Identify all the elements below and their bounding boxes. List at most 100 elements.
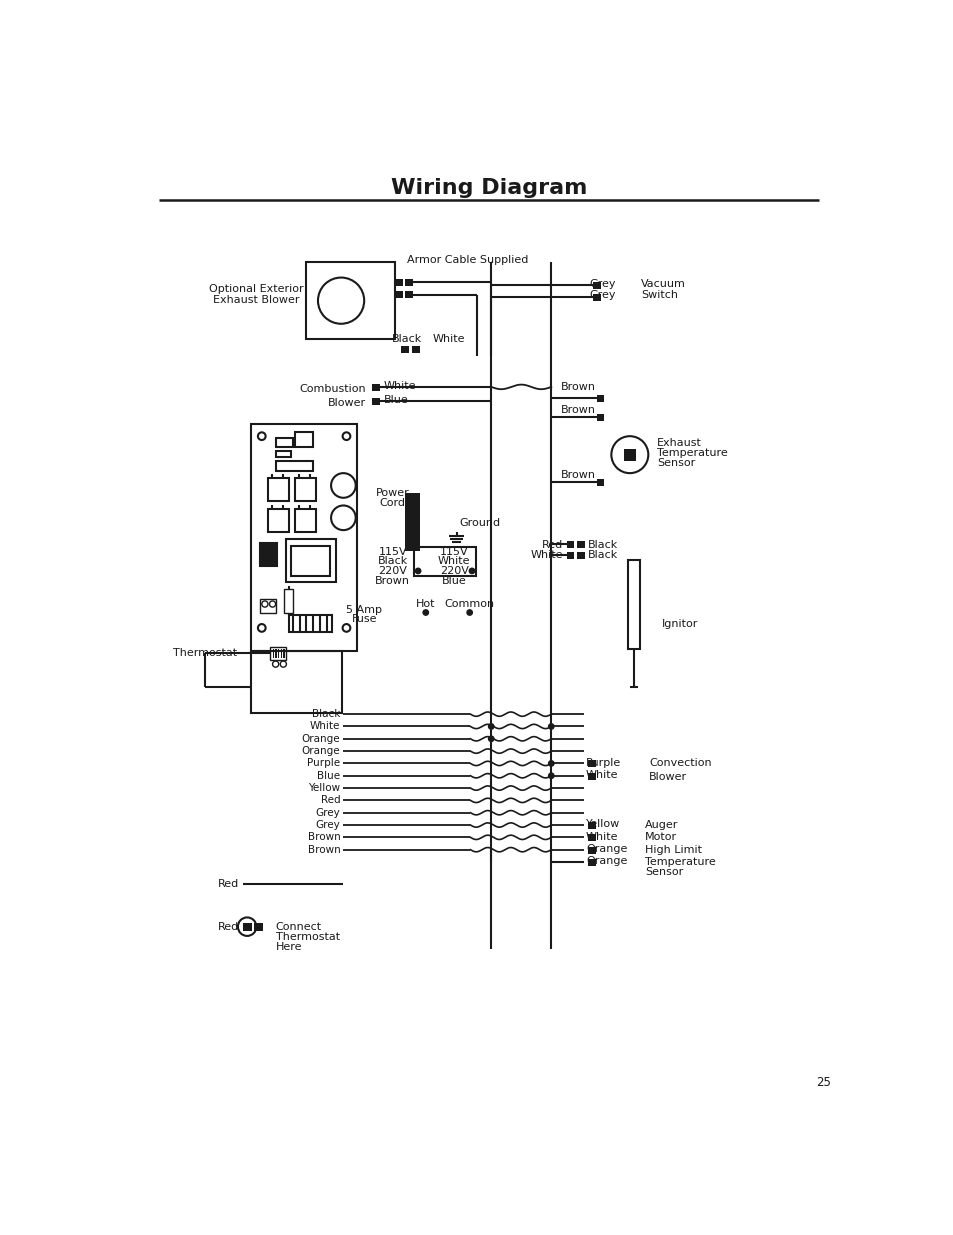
Text: Hot: Hot (416, 599, 436, 609)
Bar (596, 479, 604, 487)
Circle shape (488, 724, 494, 729)
Text: Auger: Auger (644, 820, 678, 830)
Text: Brown: Brown (307, 845, 340, 855)
Text: Fuse: Fuse (351, 615, 376, 625)
Circle shape (548, 773, 554, 778)
Text: Temperature: Temperature (644, 857, 716, 867)
Text: Blue: Blue (383, 395, 408, 405)
Bar (280, 650, 282, 658)
Text: Convection: Convection (648, 758, 711, 768)
Bar (588, 858, 596, 866)
Bar (372, 384, 379, 390)
Text: Ground: Ground (458, 519, 499, 529)
Text: 115V: 115V (378, 547, 407, 557)
Text: White: White (383, 382, 416, 391)
Bar (628, 561, 639, 648)
Text: 5 Amp: 5 Amp (346, 605, 382, 615)
Text: Common: Common (444, 599, 495, 609)
Text: 220V: 220V (439, 566, 468, 576)
Bar (395, 291, 402, 299)
Text: Thermostat: Thermostat (275, 931, 339, 941)
Text: Red: Red (541, 540, 562, 550)
Text: Brown: Brown (375, 576, 410, 585)
Text: White: White (585, 769, 618, 781)
Text: White: White (432, 335, 465, 345)
Bar (405, 291, 413, 299)
Bar (405, 493, 420, 551)
Text: Brown: Brown (560, 405, 595, 415)
Bar (588, 761, 596, 767)
Text: Grey: Grey (589, 290, 616, 300)
Bar (251, 424, 356, 651)
Bar (623, 448, 636, 461)
Circle shape (469, 568, 475, 573)
Text: Switch: Switch (640, 290, 678, 300)
Text: Yellow: Yellow (308, 783, 340, 793)
Bar (268, 478, 289, 501)
Text: Temperature: Temperature (656, 448, 727, 458)
Text: Brown: Brown (560, 471, 595, 480)
Bar (260, 599, 275, 614)
Bar (275, 461, 313, 471)
Text: Red: Red (217, 879, 238, 889)
Text: Yellow: Yellow (585, 819, 619, 829)
Text: Brown: Brown (307, 832, 340, 842)
Bar (291, 546, 329, 577)
Bar (566, 541, 574, 548)
Bar (596, 414, 604, 421)
Circle shape (415, 568, 420, 573)
Text: Orange: Orange (585, 856, 627, 866)
Text: 115V: 115V (439, 547, 468, 557)
Text: Optional Exterior: Optional Exterior (209, 284, 303, 294)
Bar (270, 647, 285, 661)
Text: Blower: Blower (328, 398, 366, 408)
Text: White: White (530, 550, 562, 559)
Bar (277, 650, 279, 658)
Text: Black: Black (377, 556, 407, 566)
Bar (294, 431, 313, 447)
Text: Armor Cable Supplied: Armor Cable Supplied (407, 254, 528, 264)
Bar (592, 294, 600, 300)
Bar (251, 651, 341, 713)
Bar (405, 279, 413, 287)
Bar (294, 509, 316, 531)
Bar (577, 541, 584, 548)
Bar (273, 650, 274, 658)
Text: Cord: Cord (379, 498, 405, 508)
Text: Here: Here (275, 942, 302, 952)
Text: Exhaust: Exhaust (656, 438, 700, 448)
Text: Thermostat: Thermostat (172, 648, 236, 658)
Text: White: White (437, 556, 470, 566)
Bar (395, 279, 402, 287)
Text: White: White (585, 831, 618, 841)
Bar (260, 543, 277, 567)
Bar (283, 650, 285, 658)
Bar (253, 923, 262, 930)
Text: Connect: Connect (275, 921, 321, 931)
Bar (588, 846, 596, 853)
Text: Blue: Blue (441, 576, 466, 585)
Bar (260, 543, 277, 567)
Bar (284, 589, 293, 613)
Text: Grey: Grey (315, 820, 340, 830)
Bar (306, 262, 395, 340)
Text: Purple: Purple (307, 758, 340, 768)
Text: Motor: Motor (644, 832, 677, 842)
Circle shape (548, 724, 554, 729)
Text: Red: Red (320, 795, 340, 805)
Bar (588, 773, 596, 779)
Text: Sensor: Sensor (644, 867, 682, 877)
Bar (268, 509, 289, 531)
Circle shape (548, 761, 554, 766)
Text: Black: Black (391, 335, 421, 345)
Text: Grey: Grey (315, 808, 340, 818)
Text: Orange: Orange (585, 844, 627, 853)
Text: 220V: 220V (377, 566, 407, 576)
Text: Red: Red (217, 921, 238, 931)
Bar (285, 540, 335, 582)
Text: Blue: Blue (316, 771, 340, 781)
Bar (596, 395, 604, 401)
Text: Combustion: Combustion (299, 384, 366, 394)
Bar (400, 346, 409, 353)
Text: Blower: Blower (648, 772, 686, 782)
